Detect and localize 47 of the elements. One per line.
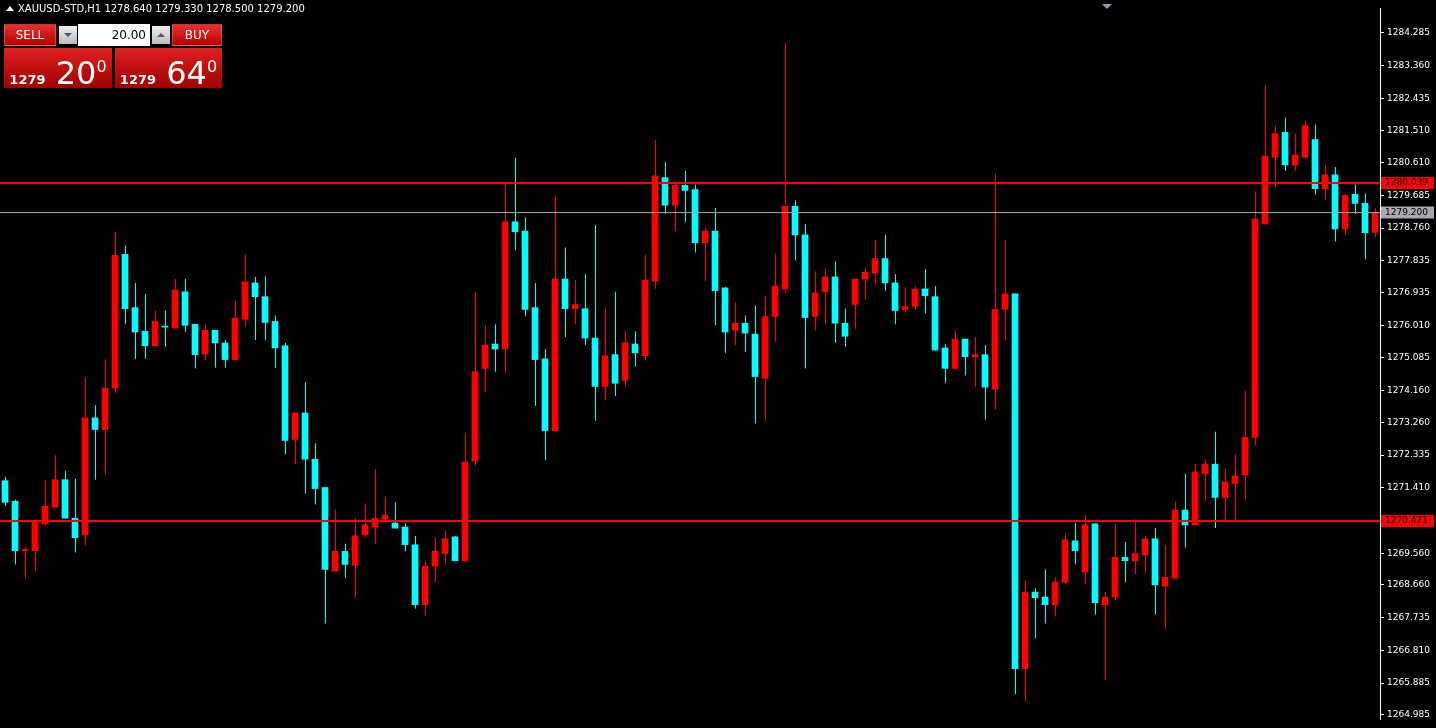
y-tick-label: 1264.985 xyxy=(1387,709,1430,720)
candlestick xyxy=(1071,522,1079,565)
candlestick xyxy=(481,324,489,393)
y-tick-label: 1279.685 xyxy=(1387,189,1430,200)
y-tick-label: 1276.935 xyxy=(1387,286,1430,297)
candlestick xyxy=(511,157,519,251)
y-tick-label: 1276.010 xyxy=(1387,319,1431,330)
y-tick-label: 1277.835 xyxy=(1387,255,1430,266)
y-tick-label: 1274.160 xyxy=(1387,385,1431,396)
y-tick-label: 1281.510 xyxy=(1387,125,1431,136)
candlestick xyxy=(441,529,449,565)
chart-title: XAUUSD-STD,H1 1278.640 1279.330 1278.500 1279.200 xyxy=(18,3,305,14)
y-tick-label: 1275.085 xyxy=(1387,352,1430,363)
candlestick xyxy=(1351,184,1359,215)
candlestick xyxy=(21,546,29,580)
y-tick-label: 1278.760 xyxy=(1387,222,1431,233)
annotation: 1279 64$^{0}$ xyxy=(119,53,218,92)
annotation: BUY xyxy=(172,24,222,46)
candlestick xyxy=(341,543,349,579)
candlestick xyxy=(1,476,9,507)
y-tick-label: 1267.735 xyxy=(1387,612,1430,623)
y-tick-label: 1273.260 xyxy=(1387,416,1431,427)
candlestick xyxy=(731,302,739,346)
candlestick xyxy=(901,286,909,314)
y-tick-label: 1265.885 xyxy=(1387,677,1430,688)
ref-line-label: 1279.200 xyxy=(1385,206,1429,217)
annotation: 20.00 xyxy=(78,24,150,46)
ref-line-label: 1280.039 xyxy=(1385,177,1429,188)
y-tick-label: 1282.435 xyxy=(1387,92,1430,103)
y-tick-label: 1280.610 xyxy=(1387,157,1431,168)
y-tick-label: 1266.810 xyxy=(1387,644,1431,655)
y-tick-label: 1272.335 xyxy=(1387,449,1430,460)
candlestick xyxy=(571,279,579,325)
annotation: SELL xyxy=(4,24,56,46)
y-tick-label: 1284.285 xyxy=(1387,27,1430,38)
ref-line-label: 1270.471 xyxy=(1385,515,1428,526)
candlestick xyxy=(1121,541,1129,583)
candlestick xyxy=(681,170,689,223)
y-tick-label: 1268.660 xyxy=(1387,579,1431,590)
y-tick-label: 1269.560 xyxy=(1387,547,1431,558)
y-tick-label: 1283.360 xyxy=(1387,59,1431,70)
annotation: 1279 20$^{0}$ xyxy=(9,53,107,92)
candlestick xyxy=(841,308,849,348)
candlestick xyxy=(971,336,979,388)
y-tick-label: 1271.410 xyxy=(1387,482,1431,493)
candlestick xyxy=(1141,535,1149,574)
candlestick xyxy=(431,537,439,583)
